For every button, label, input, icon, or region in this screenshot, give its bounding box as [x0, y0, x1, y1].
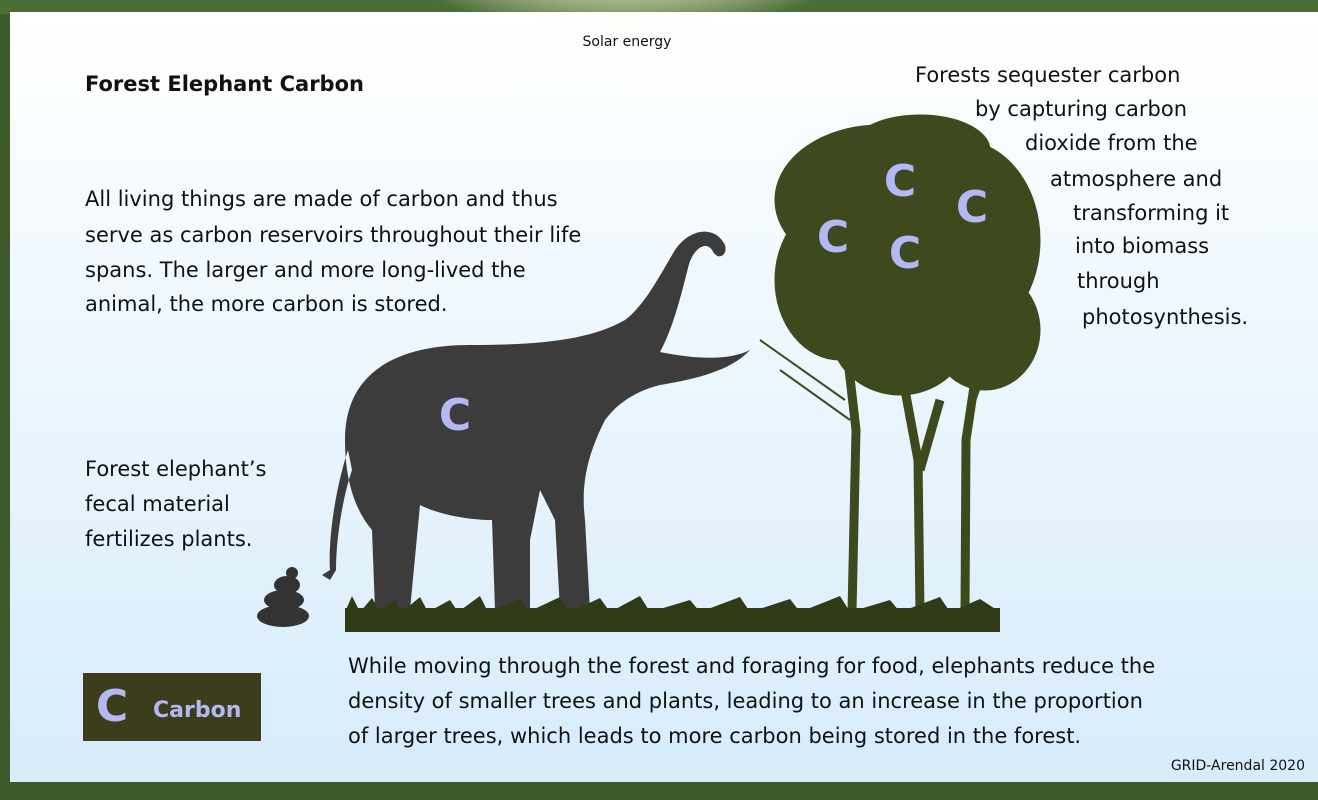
note-line: animal, the more carbon is stored.	[85, 292, 448, 316]
credit: GRID-Arendal 2020	[1171, 758, 1305, 774]
note-line: serve as carbon reservoirs throughout th…	[85, 223, 581, 247]
legend-label: Carbon	[153, 698, 241, 723]
note-line: transforming it	[1073, 201, 1229, 225]
note-line: All living things are made of carbon and…	[85, 187, 558, 211]
legend-box	[83, 673, 261, 741]
note-line: fertilizes plants.	[85, 527, 252, 551]
carbon-mark: C	[889, 228, 921, 279]
grass-tufts	[345, 596, 1000, 612]
note-line: While moving through the forest and fora…	[348, 654, 1155, 678]
note-line: Forests sequester carbon	[915, 63, 1180, 87]
elephant	[322, 231, 750, 610]
note-line: dioxide from the	[1025, 131, 1198, 155]
trees	[759, 114, 1041, 613]
note-line: fecal material	[85, 492, 230, 516]
sun-label: Solar energy	[583, 34, 672, 50]
legend-symbol: C	[96, 681, 128, 732]
note-line: into biomass	[1075, 234, 1209, 258]
dung	[257, 567, 309, 627]
note-line: through	[1077, 269, 1160, 293]
carbon-mark: C	[956, 182, 988, 233]
carbon-mark: C	[439, 390, 471, 441]
note-line: of larger trees, which leads to more car…	[348, 724, 1081, 748]
note-line: atmosphere and	[1050, 167, 1222, 191]
note-line: photosynthesis.	[1082, 305, 1248, 329]
sun	[375, 0, 875, 140]
note-line: by capturing carbon	[975, 97, 1187, 121]
carbon-mark: C	[817, 212, 849, 263]
panel	[10, 12, 1318, 782]
note-line: Forest elephant’s	[85, 457, 266, 481]
carbon-mark: C	[884, 156, 916, 207]
note-line: spans. The larger and more long-lived th…	[85, 258, 526, 282]
note-line: density of smaller trees and plants, lea…	[348, 689, 1143, 713]
title: Forest Elephant Carbon	[85, 72, 364, 96]
